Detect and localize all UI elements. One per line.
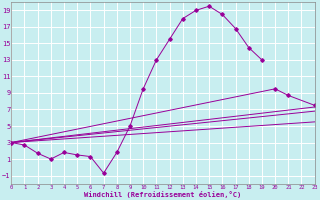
X-axis label: Windchill (Refroidissement éolien,°C): Windchill (Refroidissement éolien,°C): [84, 191, 242, 198]
